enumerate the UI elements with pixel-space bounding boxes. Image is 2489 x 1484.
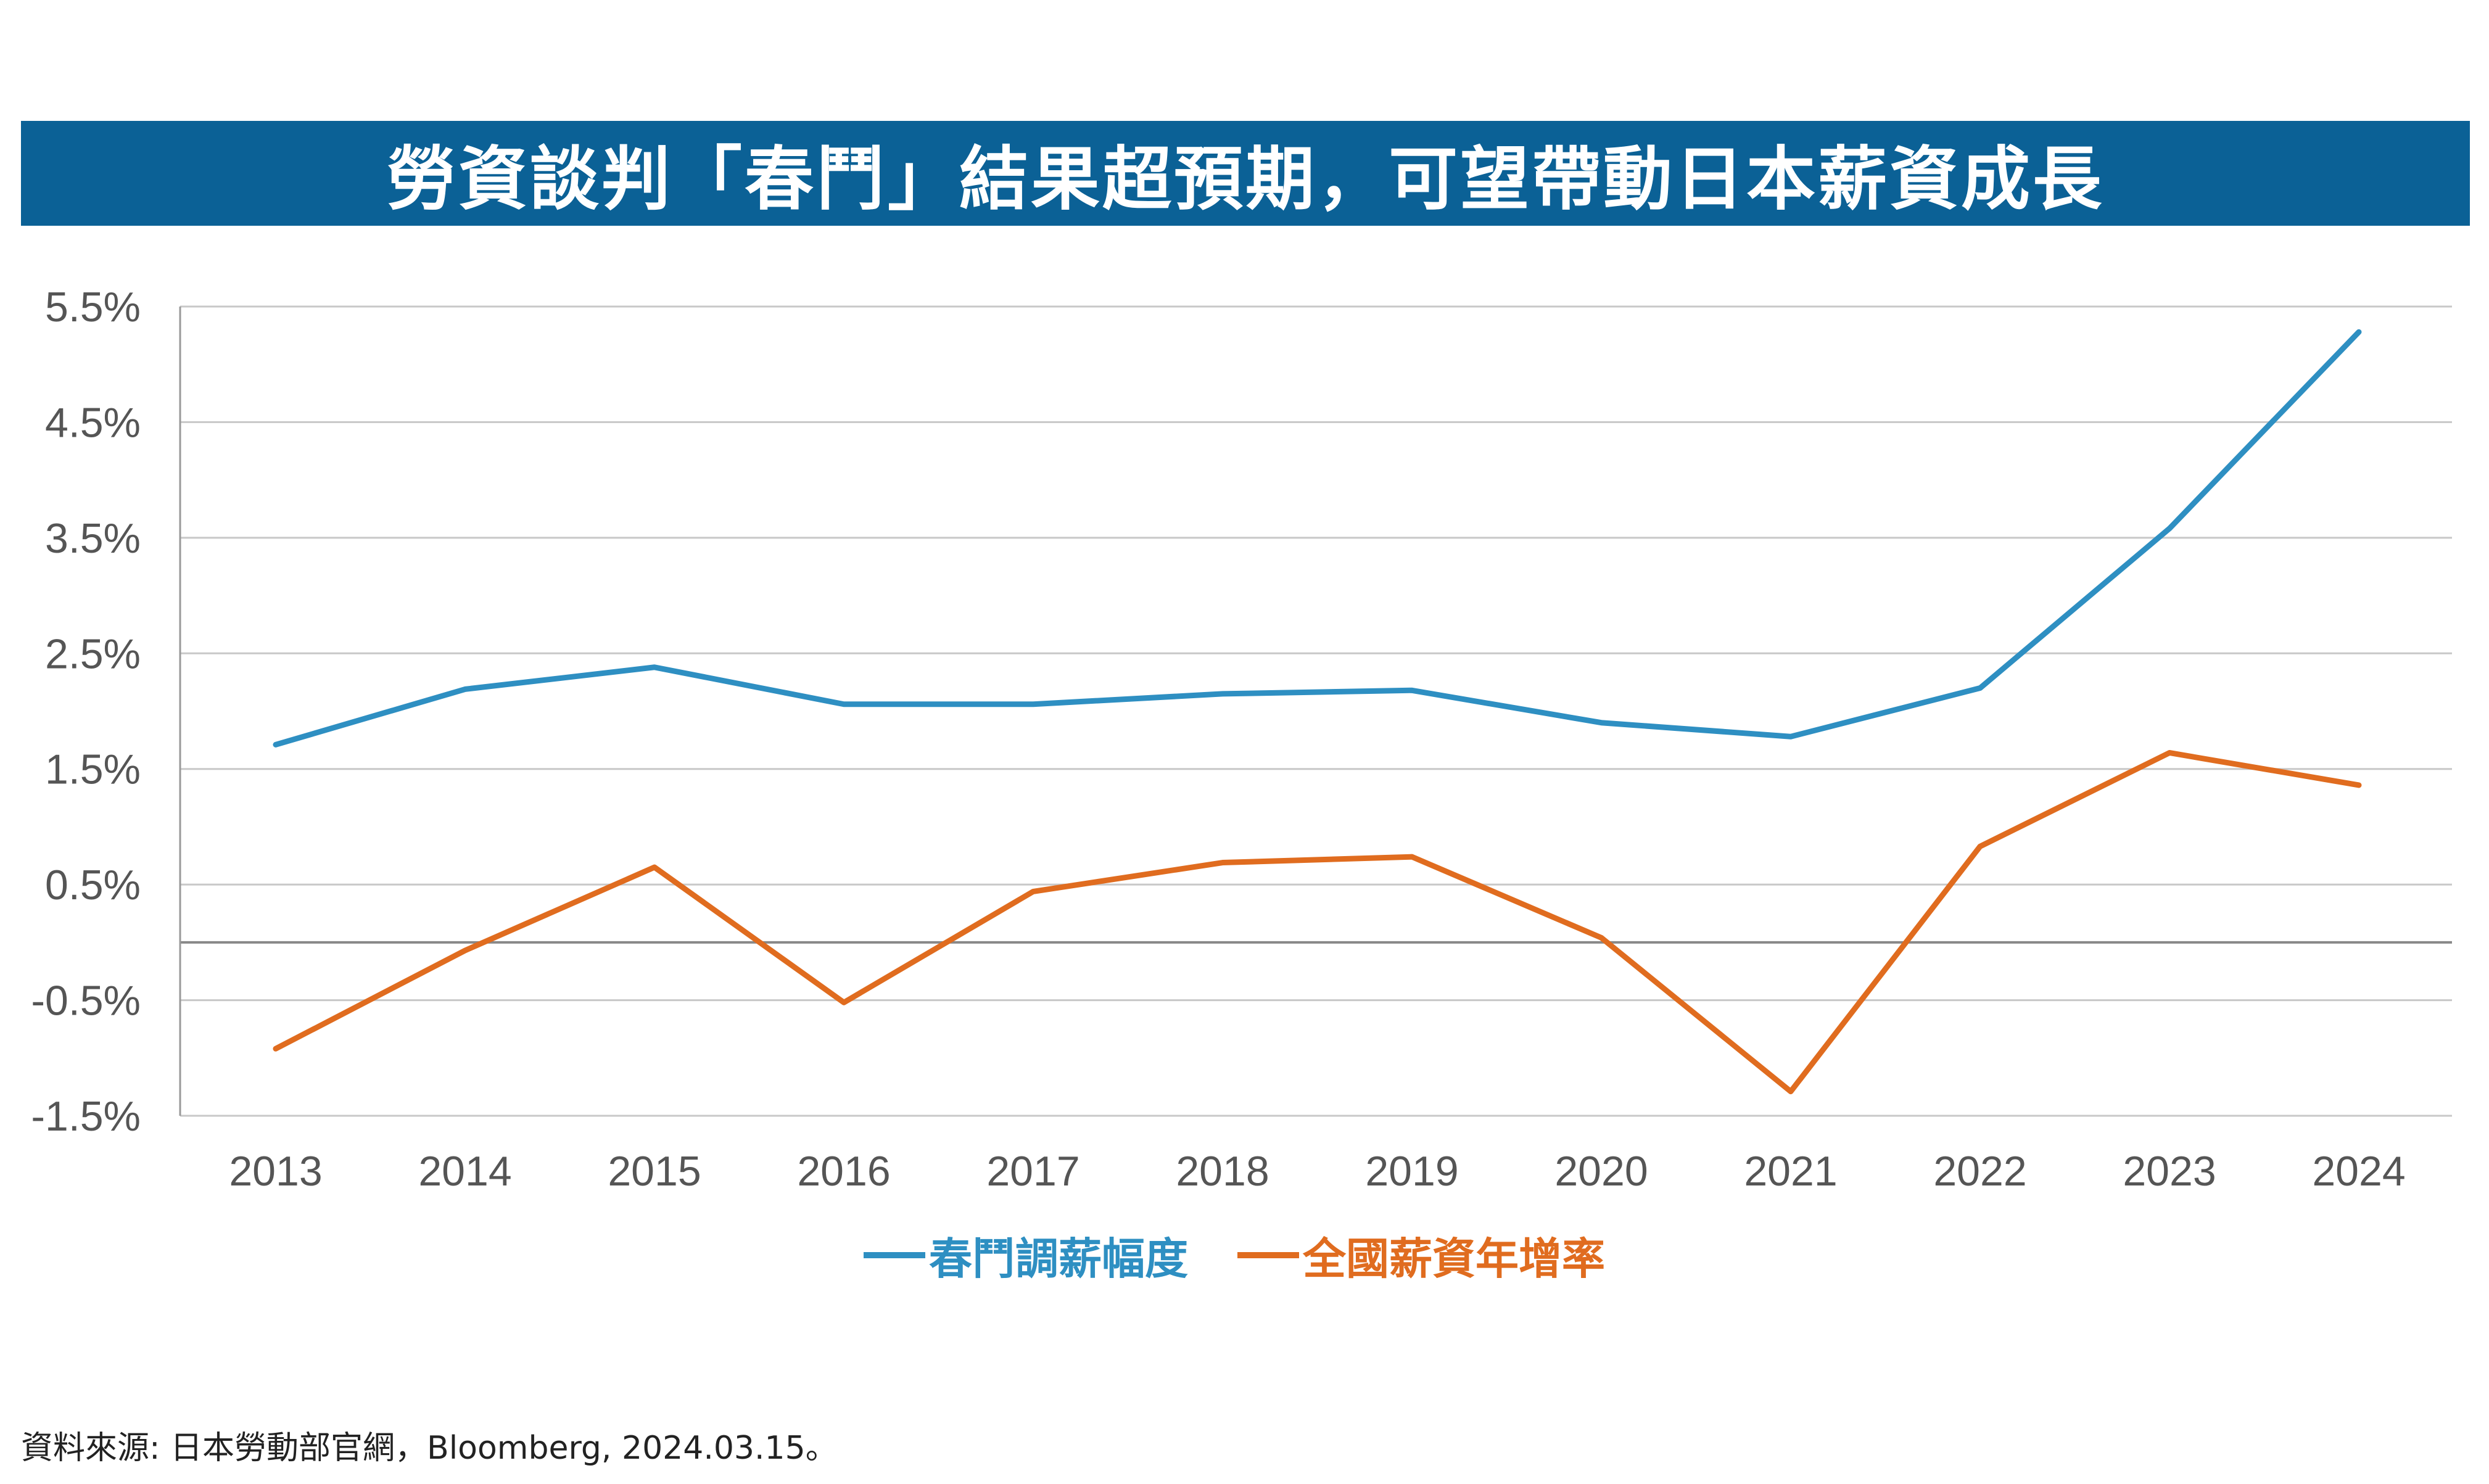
x-tick-label: 2023 (2123, 1148, 2216, 1195)
series-lines (273, 329, 2362, 1095)
title-banner: 勞資談判「春鬥」結果超預期，可望帶動日本薪資成長 (21, 121, 2470, 226)
legend: 春鬥調薪幅度 全國薪資年增率 (864, 1224, 1605, 1286)
y-tick-label: 5.5% (45, 284, 141, 331)
x-tick-label: 2018 (1176, 1148, 1269, 1195)
y-tick-label: 0.5% (45, 862, 141, 909)
y-tick-label: -1.5% (31, 1093, 141, 1140)
chart-title: 勞資談判「春鬥」結果超預期，可望帶動日本薪資成長 (387, 139, 2104, 220)
series-line-shunto (273, 329, 2362, 748)
axes (179, 307, 2452, 1116)
legend-label-shunto: 春鬥調薪幅度 (929, 1233, 1188, 1284)
legend-item-national: 全國薪資年增率 (1237, 1224, 1605, 1287)
x-tick-label: 2014 (418, 1148, 511, 1195)
legend-swatch-blue (864, 1252, 925, 1258)
y-tick-label: 1.5% (45, 746, 141, 793)
legend-label-national: 全國薪資年增率 (1303, 1233, 1605, 1284)
x-tick-label: 2024 (2312, 1148, 2405, 1195)
y-tick-label: -0.5% (31, 978, 141, 1024)
y-tick-label: 2.5% (45, 630, 141, 677)
series-line-national-wage (273, 749, 2362, 1095)
x-tick-label: 2016 (797, 1148, 890, 1195)
x-tick-labels: 2013 2014 2015 2016 2017 2018 2019 2020 2021 2022… (229, 1148, 2405, 1195)
x-tick-label: 2020 (1554, 1148, 1648, 1195)
y-tick-label: 4.5% (45, 399, 141, 446)
legend-item-shunto: 春鬥調薪幅度 (864, 1224, 1188, 1287)
x-tick-label: 2015 (608, 1148, 701, 1195)
x-tick-label: 2022 (1933, 1148, 2026, 1195)
x-tick-label: 2017 (986, 1148, 1079, 1195)
y-tick-labels: 5.5% 4.5% 3.5% 2.5% 1.5% 0.5% -0.5% -1.5% (31, 284, 141, 1140)
gridlines (180, 305, 2452, 1117)
x-tick-label: 2019 (1365, 1148, 1458, 1195)
legend-swatch-orange (1237, 1252, 1299, 1258)
x-tick-label: 2013 (229, 1148, 322, 1195)
source-note: 資料來源: 日本勞動部官網，Bloomberg, 2024.03.15。 (21, 1430, 838, 1467)
y-tick-label: 3.5% (45, 515, 141, 562)
x-tick-label: 2021 (1744, 1148, 1837, 1195)
